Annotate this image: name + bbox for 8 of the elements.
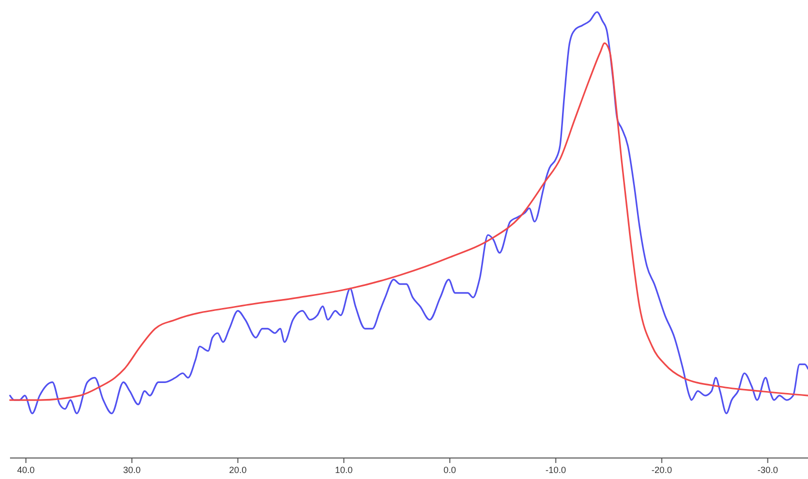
x-tick-label: 40.0	[17, 465, 35, 475]
x-tick-label: 30.0	[123, 465, 141, 475]
x-tick-label: -30.0	[757, 465, 778, 475]
x-tick-label: -10.0	[546, 465, 566, 475]
x-tick-label: 20.0	[229, 465, 247, 475]
x-tick-label: -20.0	[651, 465, 672, 475]
x-tick-label: 0.0	[444, 465, 456, 475]
x-tick-label: 10.0	[335, 465, 353, 475]
